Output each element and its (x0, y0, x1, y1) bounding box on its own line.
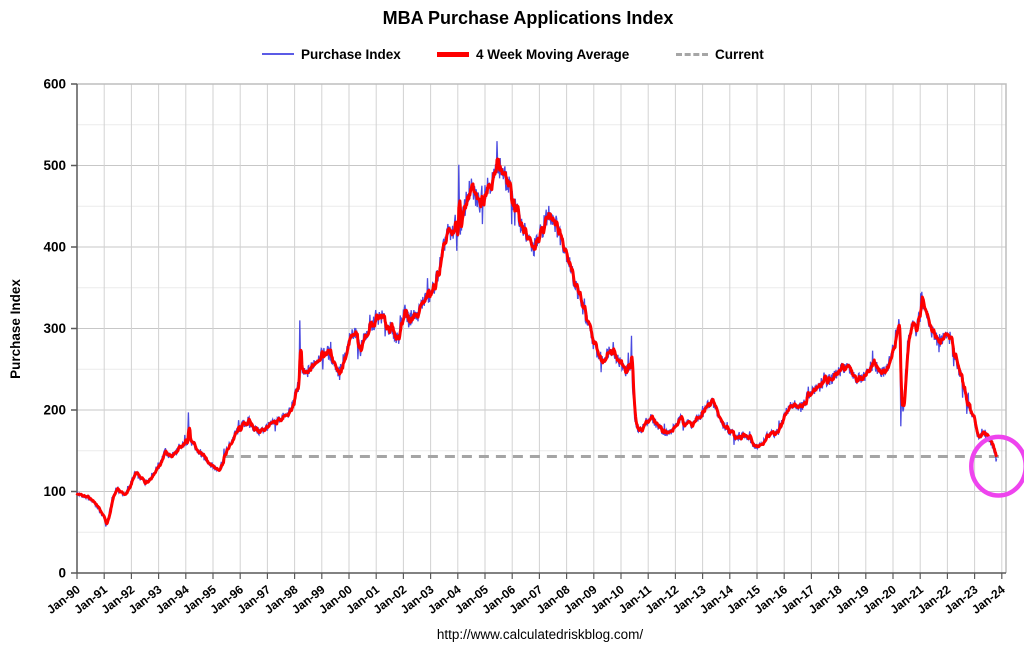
y-axis-title: Purchase Index (8, 279, 23, 379)
svg-text:500: 500 (43, 158, 66, 173)
purchase-index-line-sample (262, 53, 294, 55)
legend-item-purchase-index: Purchase Index (262, 44, 401, 64)
svg-text:300: 300 (43, 321, 66, 336)
moving-average-line (75, 157, 999, 526)
y-tick-labels: 0 100 200 300 400 500 600 (43, 77, 77, 581)
svg-text:0: 0 (58, 566, 66, 581)
svg-text:100: 100 (43, 484, 66, 499)
legend-label: Purchase Index (301, 46, 401, 62)
plot-border (77, 83, 1007, 573)
svg-text:400: 400 (43, 240, 66, 255)
svg-text:200: 200 (43, 403, 66, 418)
legend-label: Current (715, 46, 764, 62)
chart-title: MBA Purchase Applications Index (382, 8, 674, 28)
source-url: http://www.calculatedriskblog.com/ (436, 627, 644, 642)
current-dashed-line-sample (676, 52, 708, 56)
highlight-ellipse (969, 434, 1024, 498)
legend-label: 4 Week Moving Average (476, 46, 630, 62)
legend-item-current: Current (676, 44, 764, 64)
svg-text:600: 600 (43, 77, 66, 92)
legend-item-moving-average: 4 Week Moving Average (437, 44, 629, 64)
x-tick-labels: Jan-90Jan-91Jan-92Jan-93Jan-94Jan-95Jan-… (44, 573, 1008, 617)
moving-average-line-sample (437, 51, 469, 57)
legend: Purchase Index 4 Week Moving Average Cur… (0, 44, 1024, 64)
gridlines (77, 84, 1006, 573)
